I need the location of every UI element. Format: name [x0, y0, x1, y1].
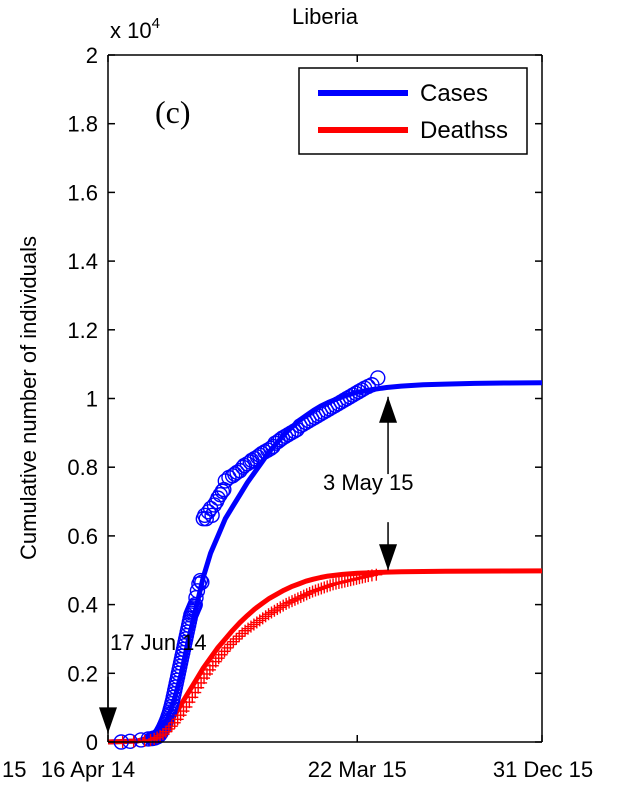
- legend: Cases Deathss: [298, 67, 528, 155]
- series-line-deaths: [107, 568, 543, 745]
- y-tick-label: 1.8: [67, 112, 98, 137]
- arrow-3-may-15-cases: [379, 396, 398, 475]
- y-tick-label: 1.4: [67, 249, 98, 274]
- x-tick-label: 16 Apr 14: [41, 757, 135, 782]
- y-tick-label: 0.4: [67, 593, 98, 618]
- data-point-deaths: [303, 586, 316, 599]
- data-point-deaths: [162, 722, 175, 735]
- data-point-deaths: [283, 596, 296, 609]
- y-tick-label: 1.6: [67, 180, 98, 205]
- data-point-deaths: [233, 630, 246, 643]
- data-point-deaths: [280, 597, 293, 610]
- x-tick-label: 22 Mar 15: [308, 757, 407, 782]
- data-point-deaths: [312, 583, 325, 596]
- y-tick-label: 0: [86, 730, 98, 755]
- data-point-cases: [189, 583, 206, 599]
- data-point-cases: [192, 572, 209, 589]
- data-point-deaths: [180, 700, 193, 713]
- data-point-deaths: [291, 592, 304, 605]
- data-point-cases: [194, 574, 210, 590]
- data-point-deaths: [138, 734, 151, 747]
- data-point-deaths: [236, 627, 249, 640]
- data-point-deaths: [297, 589, 310, 602]
- arrow-3-may-15-deaths: [379, 522, 398, 571]
- axis-layer: 0 0.2 0.4 0.6 0.8 1 1.2 1.4 1.6 1.8 2 16 Apr 14 22 M…: [2, 43, 593, 782]
- y-tick-label: 1: [86, 387, 98, 412]
- data-point-cases: [214, 483, 231, 499]
- data-point-deaths: [315, 582, 328, 595]
- data-point-deaths: [370, 568, 383, 581]
- data-point-deaths: [321, 580, 334, 593]
- data-point-deaths: [230, 632, 243, 645]
- y-multiplier: x 104: [110, 15, 160, 43]
- data-point-cases: [252, 447, 268, 463]
- data-point-deaths: [186, 691, 199, 704]
- data-point-deaths: [306, 585, 319, 598]
- data-point-deaths: [148, 732, 161, 745]
- y-tick-label: 0.8: [67, 455, 98, 480]
- annotation-17-jun-14: 17 Jun 14: [110, 630, 207, 655]
- annotation-arrows: [99, 396, 398, 734]
- data-point-deaths: [195, 676, 208, 689]
- x-tick-label: 31 Dec 15: [493, 757, 593, 782]
- series-layer: [107, 380, 543, 745]
- legend-box: [298, 67, 528, 155]
- y-multiplier-exponent: 4: [152, 15, 160, 32]
- data-point-deaths: [224, 638, 237, 651]
- data-point-deaths: [294, 591, 307, 604]
- y-tick-label: 1.2: [67, 318, 98, 343]
- data-point-cases: [272, 432, 288, 448]
- legend-label-deaths: Deathss: [420, 117, 508, 144]
- chart-title: Liberia: [292, 4, 359, 29]
- data-point-deaths: [300, 588, 313, 601]
- y-tick-label: 0.2: [67, 661, 98, 686]
- data-point-cases: [370, 370, 386, 386]
- arrow-17-jun-14: [99, 676, 117, 734]
- data-point-deaths: [277, 599, 290, 612]
- series-line-cases: [107, 380, 543, 745]
- annotation-3-may-15: 3 May 15: [323, 470, 414, 495]
- y-axis-label: Cumulative number of individuals: [16, 236, 41, 560]
- y-tick-label: 2: [86, 43, 98, 68]
- y-tick-label: 0.6: [67, 524, 98, 549]
- data-point-deaths: [286, 595, 299, 608]
- data-point-deaths: [227, 635, 240, 648]
- marker-layer: [113, 370, 386, 750]
- y-multiplier-base: x 10: [110, 18, 152, 43]
- data-point-deaths: [159, 725, 172, 738]
- legend-label-cases: Cases: [420, 80, 488, 107]
- data-point-deaths: [309, 584, 322, 597]
- data-point-deaths: [183, 696, 196, 709]
- data-point-deaths: [189, 686, 202, 699]
- x-tick-label-edge: 15: [2, 757, 26, 782]
- data-point-deaths: [156, 728, 169, 741]
- data-point-deaths: [318, 581, 331, 594]
- data-point-deaths: [268, 604, 281, 617]
- data-point-cases: [204, 507, 220, 523]
- data-point-deaths: [324, 579, 337, 592]
- data-point-deaths: [192, 681, 205, 694]
- data-point-deaths: [271, 603, 284, 616]
- panel-label: (c): [155, 94, 191, 130]
- data-point-deaths: [288, 593, 301, 606]
- data-point-cases: [212, 486, 228, 503]
